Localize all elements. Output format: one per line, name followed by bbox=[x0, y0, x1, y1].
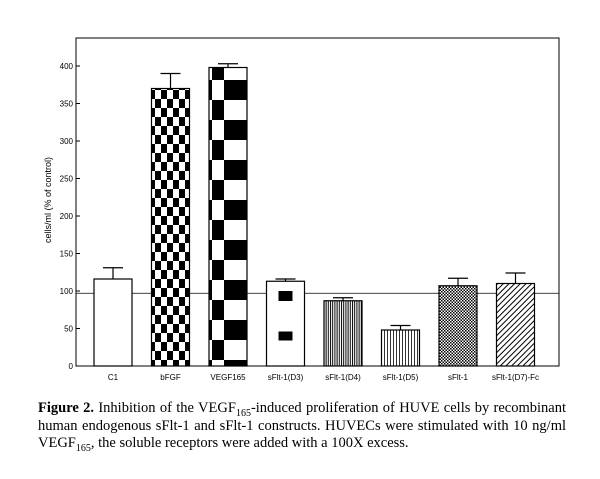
plot-frame bbox=[75, 37, 560, 367]
y-tick-label: 350 bbox=[60, 100, 74, 109]
caption-text-2: -induced proliferation of HUVE cells by … bbox=[38, 400, 567, 451]
y-tick-label: 50 bbox=[64, 325, 73, 334]
x-tick-label: sFlt-1(D7)-Fc bbox=[492, 373, 539, 382]
bar-pattern-block bbox=[278, 331, 293, 341]
y-tick-label: 400 bbox=[60, 62, 74, 71]
caption-text-1: Inhibition of the VEGF bbox=[94, 400, 236, 416]
bar-pattern-block bbox=[278, 291, 293, 301]
x-tick-label: C1 bbox=[108, 373, 119, 382]
x-tick-label: sFlt-1(D5) bbox=[383, 373, 419, 382]
x-tick-label: sFlt-1(D4) bbox=[325, 373, 361, 382]
caption-sub-2: 165 bbox=[75, 442, 91, 454]
caption-label: Figure 2. bbox=[38, 400, 95, 416]
y-tick-label: 100 bbox=[60, 287, 74, 296]
bar-sflt-1-d5- bbox=[380, 329, 421, 367]
y-axis: 0 50 100 150 200 250 300 350 400 bbox=[60, 62, 80, 371]
x-tick-label: VEGF165 bbox=[210, 373, 246, 382]
bar-bfgf bbox=[150, 87, 191, 367]
y-tick-label: 0 bbox=[69, 362, 74, 371]
bar-sflt-1-d3- bbox=[265, 280, 306, 367]
x-tick-label: bFGF bbox=[160, 373, 181, 382]
y-axis-label: cells/ml (% of control) bbox=[43, 157, 53, 243]
bar-c1 bbox=[93, 278, 133, 367]
figure-caption: Figure 2. Inhibition of the VEGF165-indu… bbox=[38, 400, 566, 453]
y-tick-label: 150 bbox=[60, 250, 74, 259]
caption-sub-1: 165 bbox=[235, 407, 251, 419]
x-tick-label: sFlt-1 bbox=[448, 373, 469, 382]
y-tick-label: 300 bbox=[60, 137, 74, 146]
bar-sflt-1-d4- bbox=[323, 300, 363, 367]
x-tick-label: sFlt-1(D3) bbox=[268, 373, 304, 382]
y-tick-label: 200 bbox=[60, 212, 74, 221]
bar-chart: 0 50 100 150 200 250 300 350 400 C1 bFGF VEGF165 sF… bbox=[43, 37, 560, 382]
bars bbox=[93, 63, 536, 367]
bar-vegf165 bbox=[208, 66, 248, 367]
x-tick-labels: C1 bFGF VEGF165 sFlt-1(D3) sFlt-1(D4) sFlt-1(… bbox=[108, 373, 539, 382]
y-tick-label: 250 bbox=[60, 175, 74, 184]
bar-sflt-1-d7-fc bbox=[495, 282, 536, 367]
bar-sflt-1 bbox=[438, 285, 478, 367]
caption-text-3: , the soluble receptors were added with … bbox=[90, 435, 409, 451]
